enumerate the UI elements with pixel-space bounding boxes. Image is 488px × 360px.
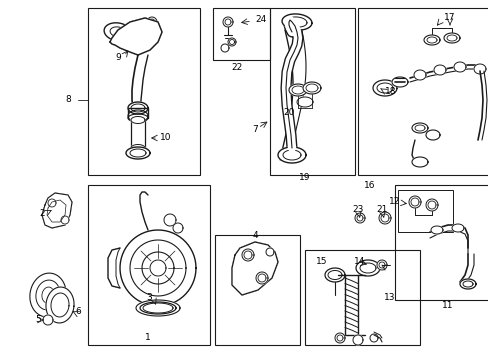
Polygon shape <box>425 130 439 140</box>
Polygon shape <box>265 248 273 256</box>
Bar <box>269 8 354 175</box>
Bar <box>88 8 200 175</box>
Text: 9: 9 <box>115 54 121 63</box>
Text: 16: 16 <box>364 180 375 189</box>
Bar <box>357 8 488 175</box>
Polygon shape <box>303 82 320 94</box>
Polygon shape <box>372 80 396 96</box>
Bar <box>215 235 299 345</box>
Polygon shape <box>30 273 66 317</box>
Text: 10: 10 <box>160 134 171 143</box>
Polygon shape <box>413 70 425 80</box>
Polygon shape <box>282 14 311 30</box>
Polygon shape <box>231 242 278 295</box>
Polygon shape <box>163 214 176 226</box>
Polygon shape <box>128 102 148 114</box>
Text: 18: 18 <box>384 87 396 96</box>
Polygon shape <box>221 44 228 52</box>
Polygon shape <box>227 38 236 46</box>
Bar <box>88 185 209 345</box>
Text: 3: 3 <box>146 293 152 302</box>
Polygon shape <box>376 260 386 270</box>
Polygon shape <box>278 147 305 163</box>
Polygon shape <box>355 260 379 276</box>
Text: 24: 24 <box>254 15 265 24</box>
Polygon shape <box>48 199 56 207</box>
Polygon shape <box>352 335 362 345</box>
Polygon shape <box>296 97 312 107</box>
Polygon shape <box>391 77 407 87</box>
Polygon shape <box>459 279 475 289</box>
Polygon shape <box>430 226 442 234</box>
Polygon shape <box>378 212 390 224</box>
Polygon shape <box>325 268 345 282</box>
Polygon shape <box>423 35 439 45</box>
Text: 13: 13 <box>384 292 395 302</box>
Polygon shape <box>104 23 132 41</box>
Bar <box>305 250 419 345</box>
Polygon shape <box>136 300 180 316</box>
Text: 6: 6 <box>75 307 81 316</box>
Polygon shape <box>411 123 427 133</box>
Text: 4: 4 <box>252 230 257 239</box>
Text: 11: 11 <box>441 301 453 310</box>
Text: 7: 7 <box>252 126 257 135</box>
Polygon shape <box>131 144 145 152</box>
Polygon shape <box>242 249 253 261</box>
Text: 20: 20 <box>283 108 294 117</box>
Text: 5: 5 <box>35 315 41 324</box>
Polygon shape <box>451 224 463 232</box>
Text: 22: 22 <box>231 63 242 72</box>
Polygon shape <box>42 193 72 228</box>
Polygon shape <box>473 64 485 74</box>
Polygon shape <box>433 65 445 75</box>
Polygon shape <box>288 84 306 96</box>
Polygon shape <box>147 17 157 27</box>
Text: 21: 21 <box>376 206 387 215</box>
Polygon shape <box>110 18 162 55</box>
Polygon shape <box>131 117 145 123</box>
Polygon shape <box>443 33 459 43</box>
Polygon shape <box>369 334 377 342</box>
Text: 1: 1 <box>145 333 151 342</box>
Polygon shape <box>425 199 437 211</box>
Text: 8: 8 <box>65 95 71 104</box>
Bar <box>394 185 488 300</box>
Polygon shape <box>411 157 427 167</box>
Polygon shape <box>173 223 183 233</box>
Text: 23: 23 <box>351 206 363 215</box>
Polygon shape <box>256 272 267 284</box>
Polygon shape <box>453 62 465 72</box>
Polygon shape <box>223 17 232 27</box>
Polygon shape <box>334 333 345 343</box>
Text: 17: 17 <box>443 13 455 22</box>
Polygon shape <box>354 213 364 223</box>
Polygon shape <box>120 230 196 306</box>
Text: 15: 15 <box>316 257 327 266</box>
Polygon shape <box>61 216 69 224</box>
Polygon shape <box>126 147 150 159</box>
Text: 14: 14 <box>353 257 364 266</box>
Bar <box>213 8 269 60</box>
Polygon shape <box>408 196 420 208</box>
Polygon shape <box>43 315 53 325</box>
Text: 2: 2 <box>40 208 45 217</box>
Text: 19: 19 <box>299 174 310 183</box>
Bar <box>397 190 452 232</box>
Text: 12: 12 <box>388 198 399 207</box>
Polygon shape <box>46 287 74 323</box>
